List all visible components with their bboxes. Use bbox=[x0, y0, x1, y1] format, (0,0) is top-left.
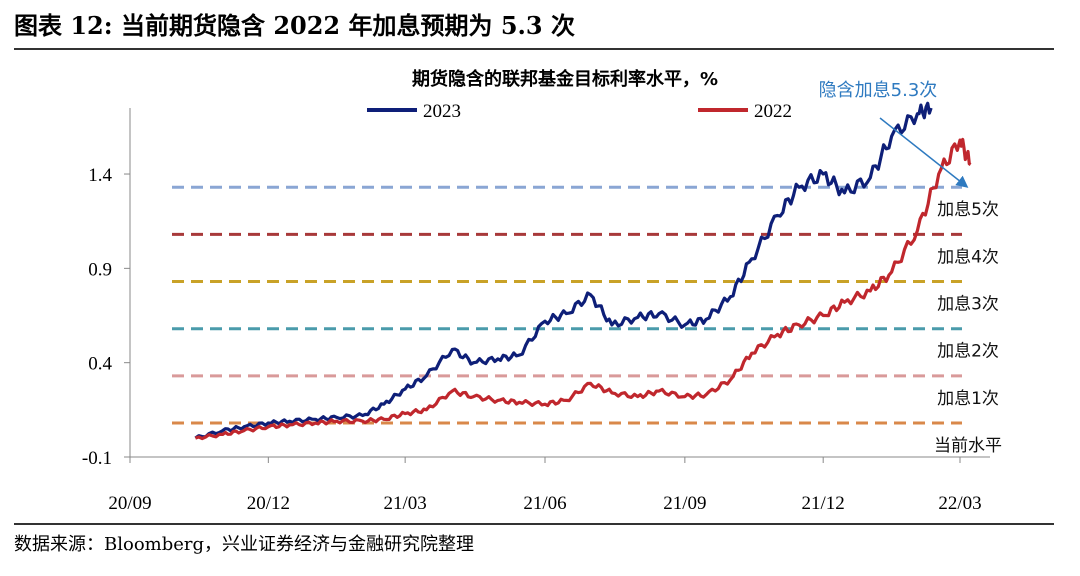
x-tick-label: 21/03 bbox=[384, 493, 427, 514]
x-tick-label: 22/03 bbox=[938, 493, 981, 514]
reference-line-label: 当前水平 bbox=[934, 436, 1002, 456]
legend-label-2023: 2023 bbox=[423, 101, 461, 122]
axes: 20/09 20/12 21/03 21/06 21/09 21/12 22/03 -0.1 0… bbox=[82, 108, 990, 514]
bottom-rule bbox=[14, 523, 1054, 525]
annotation: 隐含加息5.3次 bbox=[819, 80, 969, 188]
annotation-label: 隐含加息5.3次 bbox=[819, 80, 938, 101]
reference-line-label: 加息5次 bbox=[937, 200, 999, 220]
x-tick-label: 20/12 bbox=[247, 493, 290, 514]
y-tick-label: -0.1 bbox=[82, 448, 112, 469]
top-rule bbox=[14, 48, 1054, 50]
annotation-arrow bbox=[879, 117, 969, 188]
reference-line-label: 加息2次 bbox=[937, 342, 999, 362]
reference-lines: 当前水平 加息1次 加息2次 加息3次 加息4次 加息5次 bbox=[172, 185, 1002, 456]
reference-line-label: 加息1次 bbox=[937, 389, 999, 409]
x-tick-label: 20/09 bbox=[108, 493, 151, 514]
x-tick-label: 21/06 bbox=[523, 493, 566, 514]
x-tick-label: 21/12 bbox=[802, 493, 845, 514]
legend-label-2022: 2022 bbox=[754, 101, 792, 122]
y-tick-label: 1.4 bbox=[88, 165, 112, 186]
legend: 2023 2022 bbox=[367, 101, 792, 122]
chart-title: 期货隐含的联邦基金目标利率水平，% bbox=[412, 68, 718, 90]
series-line-2022 bbox=[194, 137, 972, 441]
source-note: 数据来源：Bloomberg，兴业证券经济与金融研究院整理 bbox=[14, 534, 475, 555]
y-tick-label: 0.9 bbox=[88, 259, 112, 280]
series-line-2023 bbox=[194, 101, 933, 440]
series-lines bbox=[194, 101, 972, 441]
y-tick-label: 0.4 bbox=[88, 354, 112, 375]
figure-title: 图表 12: 当前期货隐含 2022 年加息预期为 5.3 次 bbox=[14, 11, 575, 40]
reference-line-label: 加息4次 bbox=[937, 247, 999, 267]
x-tick-label: 21/09 bbox=[663, 493, 706, 514]
reference-line-label: 加息3次 bbox=[937, 295, 999, 315]
